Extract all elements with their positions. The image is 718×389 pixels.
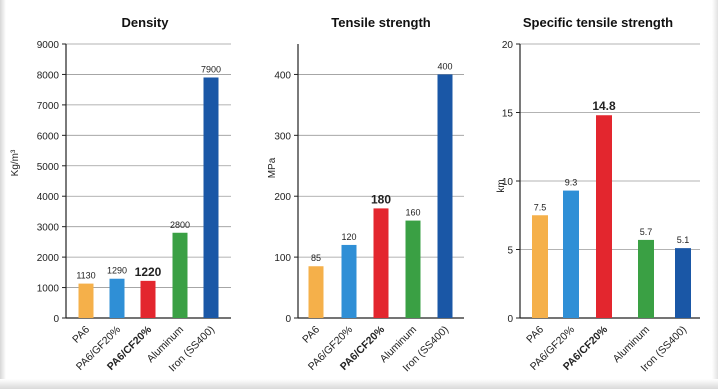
x-tick-label: PA6 [300, 324, 322, 346]
bar-pa6-cf20 [140, 280, 156, 318]
bar-pa6 [78, 283, 94, 318]
bar-pa6 [308, 266, 324, 318]
data-label: 1220 [135, 265, 162, 279]
data-label: 160 [405, 208, 420, 218]
data-label: 7.5 [534, 202, 547, 212]
y-tick-label: 15 [502, 109, 514, 120]
y-tick-label: 6000 [37, 131, 60, 142]
chart-title: Tensile strength [331, 15, 431, 30]
y-tick-label: 2000 [37, 253, 60, 264]
y-tick-label: 100 [274, 253, 291, 264]
bar-pa6-gf20 [563, 190, 579, 318]
y-tick-label: 20 [502, 40, 514, 51]
y-tick-label: 0 [285, 314, 291, 325]
data-label: 14.8 [592, 99, 616, 113]
y-axis-label: MPa [267, 157, 278, 178]
data-label: 1290 [107, 266, 127, 276]
scan-shadow-bottom [0, 379, 718, 389]
bar-pa6-gf20 [341, 244, 357, 318]
data-label: 7900 [201, 64, 221, 74]
data-label: 2800 [170, 220, 190, 230]
bar-pa6 [532, 215, 548, 318]
y-tick-label: 1000 [37, 284, 60, 295]
y-tick-label: 7000 [37, 101, 60, 112]
y-tick-label: 4000 [37, 192, 60, 203]
data-label: 180 [371, 192, 391, 206]
scan-shadow-left [0, 0, 6, 389]
y-tick-label: 0 [53, 314, 59, 325]
y-tick-label: 5000 [37, 162, 60, 173]
y-tick-label: 9000 [37, 40, 60, 51]
data-label: 5.7 [640, 227, 653, 237]
bar-pa6-cf20 [596, 115, 612, 319]
chart-title: Specific tensile strength [523, 15, 673, 30]
bar-aluminum [172, 232, 188, 318]
y-axis-label: Kg/m³ [10, 149, 21, 176]
scan-shadow-right [712, 0, 718, 389]
bar-iron-ss400 [437, 74, 453, 318]
data-label: 5.1 [677, 235, 690, 245]
data-label: 9.3 [565, 178, 578, 188]
x-tick-label: PA6 [70, 324, 92, 346]
density-chart: Density Kg/m³ 0 1000 2000 3000 4000 5000 6000 700… [10, 15, 231, 374]
bar-iron-ss400 [203, 77, 219, 318]
bar-aluminum [405, 220, 421, 318]
y-tick-label: 5 [507, 246, 513, 257]
bar-iron-ss400 [675, 248, 691, 318]
bar-pa6-gf20 [109, 278, 125, 318]
bar-aluminum [638, 239, 654, 318]
data-label: 1130 [76, 271, 95, 281]
tensile-strength-chart: Tensile strength MPa 0 100 200 300 400 85 PA6 120… [267, 15, 464, 374]
y-tick-label: 400 [274, 70, 291, 81]
y-tick-label: 10 [502, 177, 514, 188]
bar-pa6-cf20 [373, 208, 389, 318]
data-label: 400 [437, 61, 452, 71]
y-tick-label: 8000 [37, 70, 60, 81]
data-label: 85 [311, 253, 321, 263]
y-tick-label: 200 [274, 192, 291, 203]
x-tick-label: PA6 [524, 324, 546, 346]
y-tick-label: 3000 [37, 223, 60, 234]
y-tick-label: 300 [274, 131, 291, 142]
y-axis-label: km [496, 179, 507, 192]
specific-tensile-strength-chart: Specific tensile strength km 0 5 10 15 20 7.5 PA… [496, 15, 700, 374]
chart-title: Density [122, 15, 170, 30]
data-label: 120 [341, 232, 356, 242]
y-tick-label: 0 [507, 314, 513, 325]
